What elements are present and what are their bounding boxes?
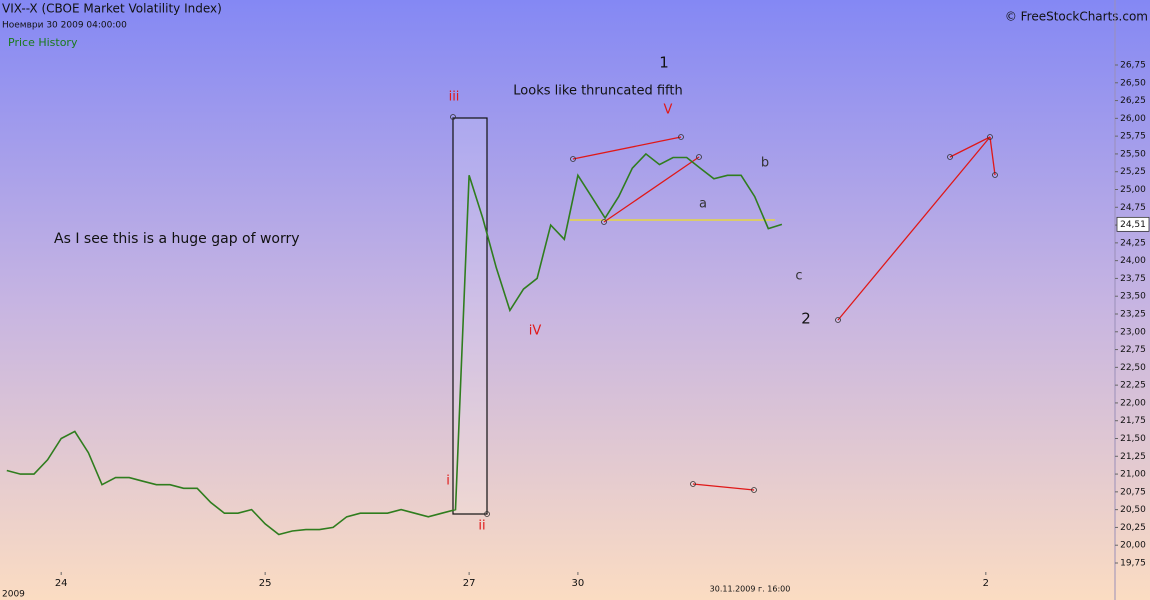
y-tick-label: 20,75 bbox=[1120, 487, 1146, 497]
price-line bbox=[6, 152, 783, 536]
y-tick-label: 26,50 bbox=[1120, 78, 1146, 88]
wave-label: b bbox=[761, 156, 769, 171]
wave-label: iV bbox=[529, 324, 542, 339]
y-tick-label: 20,25 bbox=[1120, 523, 1146, 533]
x-tick-label: 2 bbox=[983, 578, 989, 589]
y-tick-label: 26,75 bbox=[1120, 61, 1146, 71]
last-value-label: 24,51 bbox=[1120, 220, 1146, 230]
y-tick-label: 25,25 bbox=[1120, 167, 1146, 177]
legend-entry: Price History bbox=[8, 36, 78, 49]
y-tick-label: 21,50 bbox=[1120, 434, 1146, 444]
y-tick-label: 24,00 bbox=[1120, 256, 1146, 266]
y-tick-label: 24,75 bbox=[1120, 203, 1146, 213]
y-tick-label: 22,75 bbox=[1120, 345, 1146, 355]
last-value-box bbox=[1116, 216, 1150, 232]
annotation: Looks like thruncated fifth bbox=[513, 84, 682, 99]
y-tick-label: 21,75 bbox=[1120, 416, 1146, 426]
trend-lines bbox=[450, 114, 998, 517]
subtitle: Ноември 30 2009 04:00:00 bbox=[2, 21, 127, 31]
y-tick-label: 23,25 bbox=[1120, 310, 1146, 320]
wave-label: V bbox=[664, 103, 673, 118]
y-tick-label: 21,25 bbox=[1120, 452, 1146, 462]
x-tick-label: 30 bbox=[572, 578, 585, 589]
y-tick-label: 21,00 bbox=[1120, 470, 1146, 480]
cursor-label: 30.11.2009 г. 16:00 bbox=[710, 585, 791, 594]
y-tick-label: 20,00 bbox=[1120, 541, 1146, 551]
wave-label: c bbox=[795, 269, 802, 284]
y-tick-label: 25,50 bbox=[1120, 149, 1146, 159]
wave-label: 1 bbox=[659, 54, 669, 72]
y-tick-label: 23,00 bbox=[1120, 327, 1146, 337]
year-label: 2009 bbox=[2, 590, 25, 600]
y-tick-label: 25,75 bbox=[1120, 132, 1146, 142]
x-tick-label: 27 bbox=[463, 578, 476, 589]
chart-title: VIX--X (CBOE Market Volatility Index) bbox=[2, 2, 222, 16]
source: © FreeStockCharts.com bbox=[1005, 10, 1148, 24]
y-tick-label: 24,25 bbox=[1120, 238, 1146, 248]
y-tick-label: 19,75 bbox=[1120, 559, 1146, 569]
wave-label: a bbox=[699, 197, 707, 212]
x-tick-label: 24 bbox=[55, 578, 68, 589]
y-tick-label: 26,25 bbox=[1120, 96, 1146, 106]
x-tick-label: 25 bbox=[259, 578, 272, 589]
wave-label: ii bbox=[478, 519, 485, 534]
wave-label: i bbox=[446, 474, 450, 489]
y-tick-label: 22,50 bbox=[1120, 363, 1146, 373]
annotation: As I see this is a huge gap of worry bbox=[54, 231, 300, 247]
y-tick-label: 22,00 bbox=[1120, 398, 1146, 408]
wave-label: 2 bbox=[801, 310, 811, 328]
y-tick-label: 26,00 bbox=[1120, 114, 1146, 124]
wave-label: iii bbox=[449, 90, 460, 105]
y-tick-label: 23,50 bbox=[1120, 292, 1146, 302]
y-tick-label: 20,50 bbox=[1120, 505, 1146, 515]
y-tick-label: 25,00 bbox=[1120, 185, 1146, 195]
y-tick-label: 23,75 bbox=[1120, 274, 1146, 284]
y-tick-label: 22,25 bbox=[1120, 381, 1146, 391]
